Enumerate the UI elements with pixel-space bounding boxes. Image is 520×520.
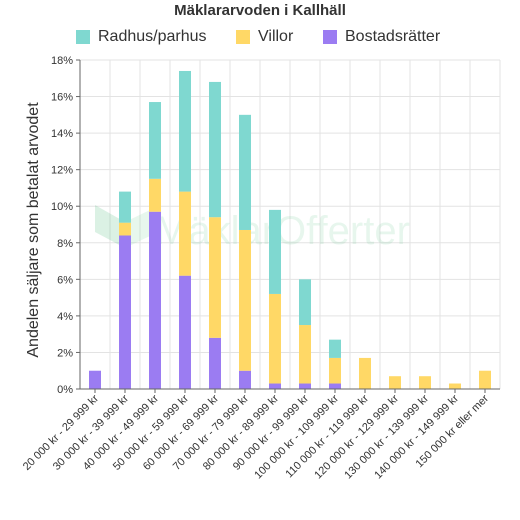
y-tick-label: 2% [57, 347, 73, 359]
y-tick-label: 0% [57, 384, 73, 396]
y-tick-label: 14% [51, 128, 73, 140]
bar-segment[interactable] [179, 70, 191, 192]
bar-segment[interactable] [389, 376, 401, 389]
bar-segment[interactable] [89, 370, 101, 389]
bar-segment[interactable] [329, 339, 341, 358]
bar-segment[interactable] [329, 357, 341, 384]
y-axis: 0% 2% 4% 6% 8% 10% 12% 14% 16% 18% [51, 55, 81, 396]
watermark-logo-icon-2 [125, 210, 150, 248]
bar-segment[interactable] [209, 337, 221, 389]
bar-segment[interactable] [449, 383, 461, 389]
y-tick-label: 4% [57, 311, 73, 323]
y-tick-label: 12% [51, 165, 73, 177]
y-tick-label: 10% [51, 201, 73, 213]
legend-swatch-villor [236, 30, 250, 44]
legend-label-bostadsratter: Bostadsrätter [345, 28, 441, 45]
bar-segment[interactable] [119, 222, 131, 236]
bars [89, 70, 491, 389]
bar-segment[interactable] [239, 370, 251, 389]
y-tick-label: 6% [57, 274, 73, 286]
bar-segment[interactable] [149, 102, 161, 179]
watermark-text: MäklarOfferter [155, 209, 410, 253]
bar-segment[interactable] [269, 293, 281, 384]
bar-segment[interactable] [209, 217, 221, 338]
legend-item-bostadsratter[interactable]: Bostadsrätter [323, 28, 440, 46]
bar-segment[interactable] [479, 370, 491, 389]
bar-segment[interactable] [119, 191, 131, 223]
bar-segment[interactable] [179, 275, 191, 389]
legend-label-villor: Villor [258, 28, 294, 45]
y-axis-label: Andelen säljare som betalat arvodet [25, 102, 42, 358]
legend-item-villor[interactable]: Villor [236, 28, 293, 46]
bar-segment[interactable] [329, 383, 341, 389]
bar-segment[interactable] [119, 235, 131, 389]
bar-segment[interactable] [239, 114, 251, 230]
bar-segment[interactable] [269, 209, 281, 294]
bar-segment[interactable] [299, 325, 311, 384]
chart-legend: Radhus/parhus Villor Bostadsrätter [0, 28, 520, 50]
bar-segment[interactable] [299, 279, 311, 326]
legend-label-radhus: Radhus/parhus [98, 28, 207, 45]
watermark: MäklarOfferter [95, 205, 410, 253]
y-tick-label: 18% [51, 55, 73, 67]
bar-segment[interactable] [149, 178, 161, 212]
bar-segment[interactable] [179, 191, 191, 276]
bar-segment[interactable] [359, 357, 371, 389]
bar-segment[interactable] [419, 376, 431, 389]
legend-item-radhus[interactable]: Radhus/parhus [76, 28, 207, 46]
bar-segment[interactable] [239, 229, 251, 371]
bar-segment[interactable] [269, 383, 281, 389]
legend-swatch-bostadsratter [323, 30, 337, 44]
bar-segment[interactable] [149, 211, 161, 389]
bar-segment[interactable] [299, 383, 311, 389]
chart-title: Mäklararvoden i Kallhäll [174, 2, 346, 19]
bar-segment[interactable] [209, 81, 221, 218]
y-tick-label: 16% [51, 92, 73, 104]
watermark-logo-icon [95, 205, 125, 248]
y-tick-label: 8% [57, 238, 73, 250]
legend-swatch-radhus [76, 30, 90, 44]
